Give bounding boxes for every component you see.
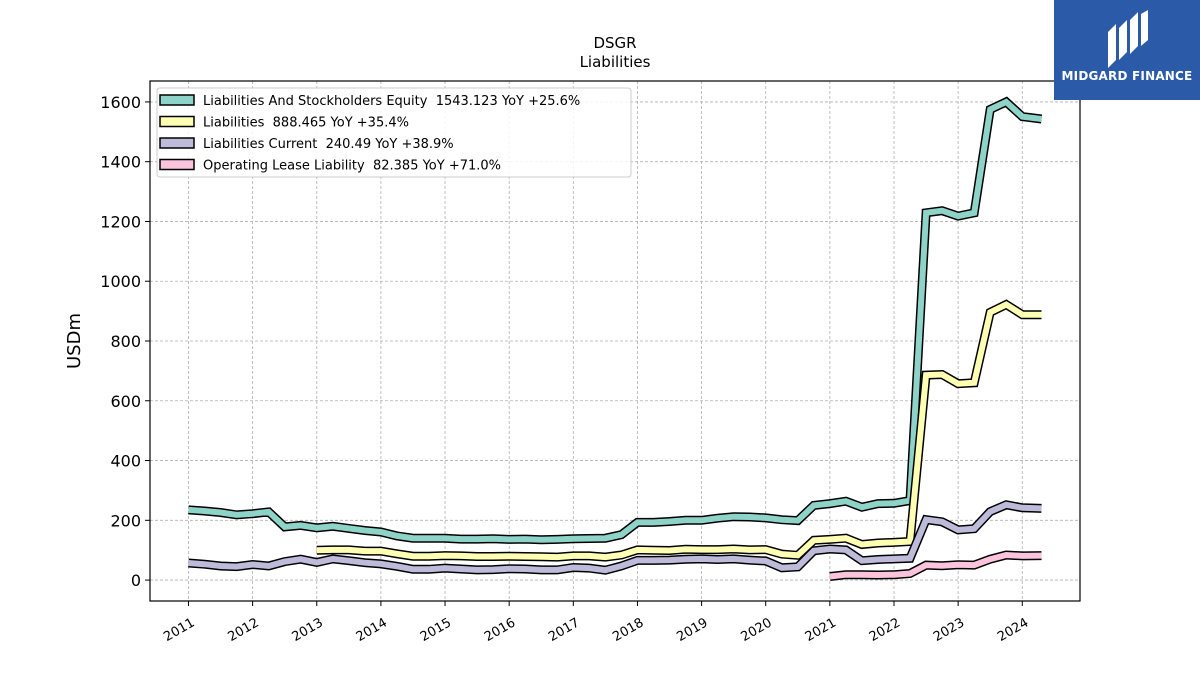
chart-subtitle: Liabilities bbox=[580, 53, 651, 71]
series-line bbox=[188, 98, 1042, 543]
legend-label: Liabilities Current 240.49 YoY +38.9% bbox=[203, 137, 454, 152]
series-lines bbox=[188, 96, 1043, 581]
chart-title: DSGR bbox=[593, 34, 636, 52]
y-tick-label: 1400 bbox=[100, 153, 141, 172]
legend-swatch bbox=[159, 94, 195, 106]
y-axis-label: USDm bbox=[64, 313, 85, 369]
x-tick-label: 2012 bbox=[225, 615, 261, 645]
y-tick-label: 800 bbox=[110, 332, 141, 351]
logo-text: MIDGARD FINANCE bbox=[1061, 69, 1193, 83]
x-tick-label: 2020 bbox=[739, 615, 775, 645]
y-axis: 0 200 400 600 800 1000 1200 1400 1600 bbox=[100, 93, 150, 590]
x-tick-label: 2018 bbox=[610, 615, 646, 645]
legend-swatch bbox=[159, 137, 195, 149]
legend-label: Operating Lease Liability 82.385 YoY +71… bbox=[203, 159, 501, 174]
x-tick-label: 2013 bbox=[290, 615, 326, 645]
x-tick-label: 2011 bbox=[161, 615, 197, 645]
y-tick-label: 1600 bbox=[100, 93, 141, 112]
legend-box bbox=[156, 87, 632, 178]
midgard-finance-logo: MIDGARD FINANCE bbox=[1054, 0, 1200, 100]
legend-label: Liabilities And Stockholders Equity 1543… bbox=[203, 94, 580, 109]
legend: Liabilities And Stockholders Equity 1543… bbox=[156, 87, 632, 178]
series-line bbox=[316, 301, 1042, 561]
y-tick-label: 0 bbox=[131, 571, 141, 590]
y-tick-label: 1200 bbox=[100, 212, 141, 231]
legend-swatch bbox=[159, 158, 195, 171]
series-line bbox=[188, 501, 1042, 574]
x-tick-label: 2024 bbox=[995, 615, 1031, 645]
legend-label: Liabilities 888.465 YoY +35.4% bbox=[203, 116, 409, 131]
y-tick-label: 200 bbox=[110, 511, 141, 530]
y-tick-label: 400 bbox=[110, 452, 141, 471]
midgard-finance-logo-icon bbox=[1108, 10, 1148, 68]
x-axis: 2011 2012 2013 2014 2015 2016 2017 2018 2019 2020… bbox=[161, 601, 1031, 645]
x-tick-label: 2014 bbox=[354, 615, 390, 645]
x-tick-label: 2023 bbox=[931, 615, 967, 645]
legend-swatch bbox=[159, 115, 195, 128]
x-tick-label: 2017 bbox=[546, 615, 582, 645]
x-tick-label: 2021 bbox=[803, 615, 839, 645]
x-tick-label: 2016 bbox=[482, 615, 518, 645]
y-tick-label: 1000 bbox=[100, 272, 141, 291]
series-line bbox=[829, 551, 1042, 580]
x-tick-label: 2015 bbox=[418, 615, 454, 645]
x-tick-label: 2019 bbox=[674, 615, 710, 645]
y-tick-label: 600 bbox=[110, 392, 141, 411]
x-tick-label: 2022 bbox=[867, 615, 903, 645]
